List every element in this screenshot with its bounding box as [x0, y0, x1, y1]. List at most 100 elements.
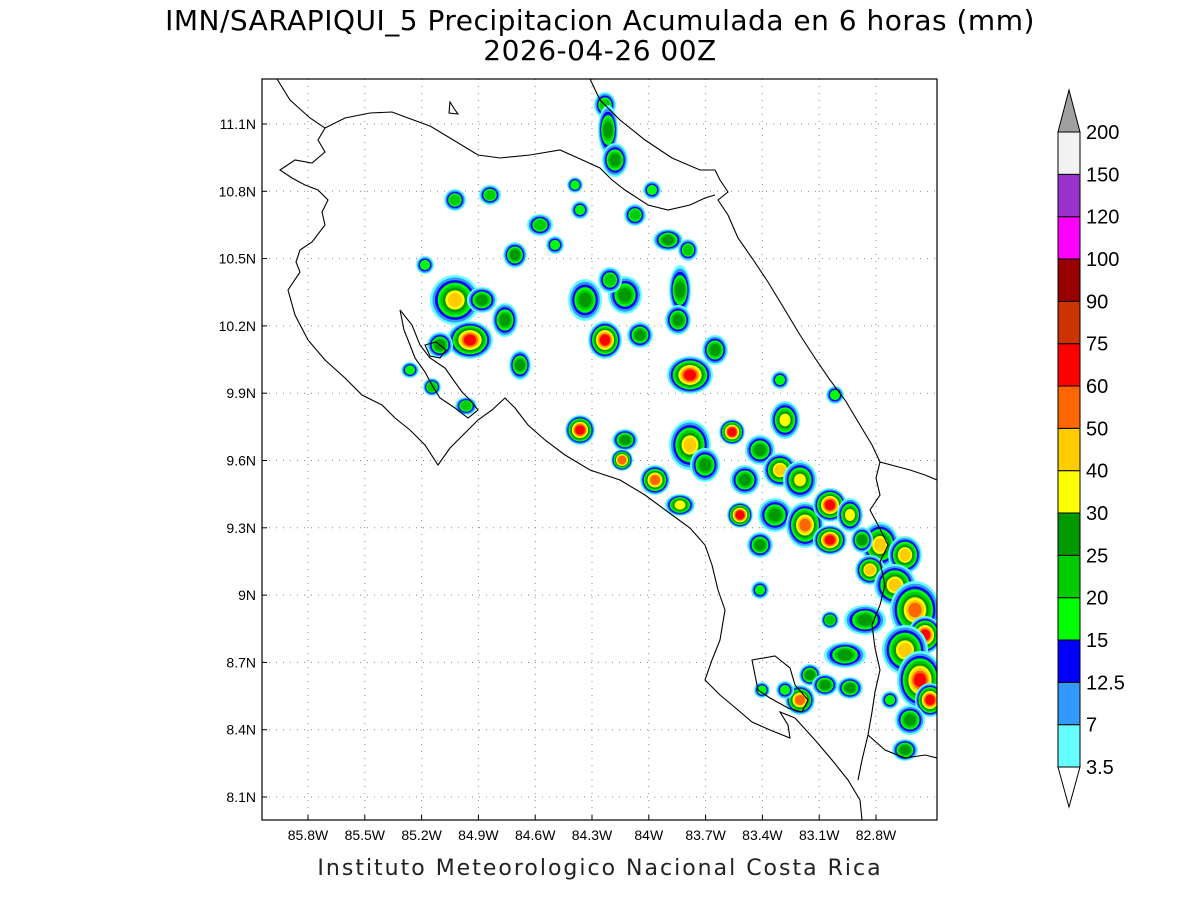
map-subtitle-date: 2026-04-26 00Z	[483, 34, 717, 67]
lon-tick-label: 83.1W	[799, 827, 840, 843]
rain-cell	[665, 305, 691, 335]
lon-tick-label: 83.7W	[685, 827, 726, 843]
rain-cell	[588, 321, 622, 359]
rain-cell	[888, 536, 922, 574]
rain-cell	[571, 201, 589, 219]
colorbar-label: 12.5	[1086, 672, 1125, 694]
latitude-axis: 11.1N 10.8N 10.5N 10.2N 9.9N 9.6N 9.3N 9N 8.7N 8.…	[219, 116, 267, 805]
colorbar-swatch	[1057, 385, 1081, 429]
colorbar-label: 7	[1086, 715, 1097, 737]
rain-cell	[855, 555, 885, 585]
colorbar-label: 100	[1086, 249, 1119, 271]
rain-cell	[503, 242, 527, 268]
rain-cell	[598, 105, 618, 155]
rain-cell	[546, 236, 564, 254]
colorbar-swatch	[1057, 554, 1081, 599]
rain-cell	[727, 502, 753, 528]
lat-tick-label: 9.6N	[226, 453, 256, 469]
lat-tick-label: 11.1N	[220, 116, 256, 132]
lat-tick-label: 9N	[238, 587, 256, 603]
rain-cell	[824, 642, 866, 668]
coastline	[276, 79, 937, 820]
rain-cell	[915, 683, 937, 717]
rain-cell	[492, 303, 518, 337]
colorbar-label: 50	[1086, 418, 1108, 440]
rain-cell	[895, 705, 925, 735]
rain-cell	[416, 256, 434, 274]
rain-cell	[602, 143, 628, 177]
rain-cell	[401, 362, 419, 378]
rain-cell	[624, 204, 646, 226]
colorbar-label: 15	[1086, 630, 1108, 652]
lat-tick-label: 8.7N	[226, 654, 256, 670]
rain-cell	[467, 287, 497, 313]
footer-credit: Instituto Meteorologico Nacional Costa R…	[317, 856, 883, 881]
colorbar-swatch	[1057, 681, 1081, 726]
lon-tick-label: 84.3W	[572, 827, 613, 843]
lon-tick-label: 82.8W	[856, 827, 897, 843]
precipitation-field	[401, 92, 937, 761]
rain-cell	[908, 616, 937, 654]
colorbar-label: 20	[1086, 588, 1108, 610]
colorbar-swatch	[1057, 639, 1081, 683]
rain-cell	[730, 465, 760, 495]
lat-tick-label: 8.1N	[226, 789, 256, 805]
rain-cell	[627, 322, 653, 348]
rain-cell	[851, 527, 873, 553]
rain-cell	[758, 498, 792, 532]
rain-cell	[783, 461, 817, 499]
colorbar-swatch	[1057, 427, 1081, 472]
rain-cell	[611, 449, 633, 471]
rain-cell	[444, 189, 466, 211]
rain-cell	[447, 321, 493, 359]
rain-cell	[509, 350, 531, 380]
rain-cell	[565, 415, 595, 445]
rain-cell	[881, 691, 899, 709]
longitude-axis: 85.8W 85.5W 85.2W 84.9W 84.6W 84.3W 84W 83.7W 83…	[288, 815, 897, 843]
colorbar-label: 75	[1086, 334, 1108, 356]
rain-cell	[612, 429, 638, 451]
colorbar-label: 3.5	[1086, 757, 1114, 779]
rain-cell	[640, 465, 670, 495]
rain-cell	[771, 371, 789, 389]
colorbar-label: 200	[1086, 122, 1119, 144]
rain-cell	[812, 674, 838, 696]
colorbar-swatch	[1057, 173, 1081, 218]
colorbar-swatch	[1057, 470, 1081, 514]
colorbar-label: 120	[1086, 207, 1119, 229]
colorbar-legend: 3.5 7 12.5 15 20 25 30 40 50 60 75 90 100 120 150 200	[1057, 88, 1125, 809]
colorbar-swatch	[1057, 724, 1081, 768]
colorbar-arrow-high	[1057, 88, 1081, 133]
rain-cell	[837, 677, 863, 699]
lon-tick-label: 83.4W	[742, 827, 783, 843]
map-title: IMN/SARAPIQUI_5 Precipitacion Acumulada …	[165, 4, 1035, 37]
colorbar-swatch	[1057, 258, 1081, 302]
rain-cell	[430, 275, 480, 325]
lat-tick-label: 9.3N	[226, 520, 256, 536]
lat-tick-label: 8.4N	[226, 722, 256, 738]
rain-cell	[423, 378, 441, 396]
rain-cell	[754, 682, 770, 698]
lon-tick-label: 85.2W	[401, 827, 442, 843]
rain-cell	[598, 267, 622, 293]
lon-tick-label: 84.9W	[458, 827, 499, 843]
colorbar-label: 25	[1086, 545, 1108, 567]
lat-tick-label: 9.9N	[226, 385, 256, 401]
rain-cell	[669, 265, 691, 315]
rain-cell	[719, 419, 745, 445]
rain-cell	[844, 605, 886, 635]
rain-cell	[527, 214, 553, 236]
lon-tick-label: 84.6W	[515, 827, 556, 843]
colorbar-label: 150	[1086, 164, 1119, 186]
colorbar-swatch	[1057, 216, 1081, 260]
lat-tick-label: 10.5N	[219, 251, 256, 267]
lat-tick-label: 10.2N	[219, 318, 256, 334]
colorbar-swatch	[1057, 512, 1081, 556]
rain-cell	[643, 181, 661, 199]
colorbar-swatch	[1057, 300, 1081, 345]
lon-tick-label: 85.5W	[345, 827, 386, 843]
rain-cell	[690, 448, 720, 482]
plot-frame	[261, 78, 938, 821]
colorbar-label: 60	[1086, 376, 1108, 398]
rain-cell	[667, 356, 713, 394]
